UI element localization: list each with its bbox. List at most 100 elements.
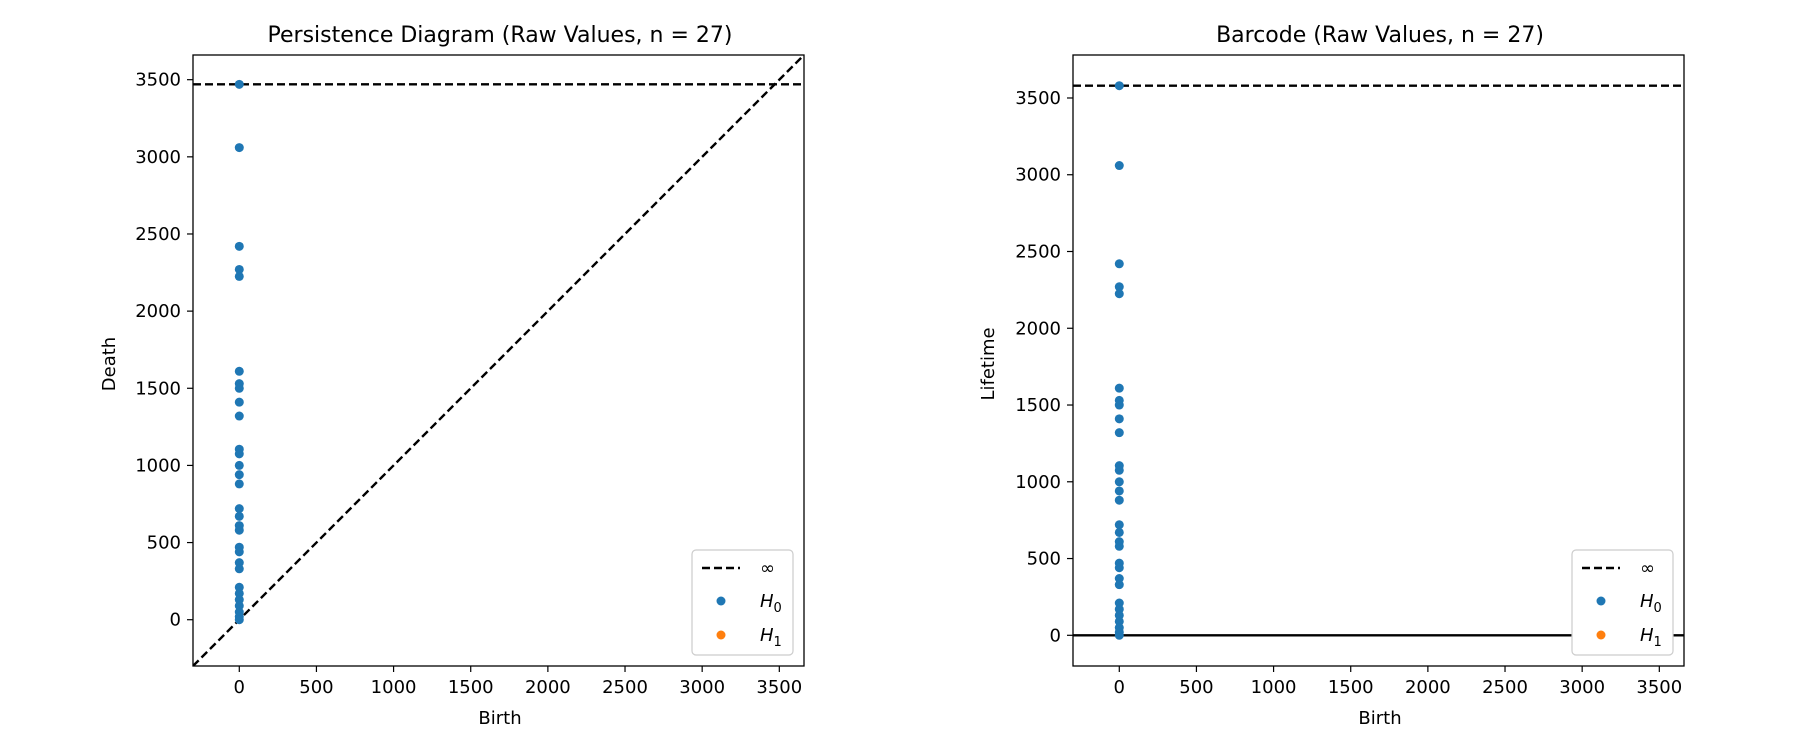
x-tick-label: 3500 [1636, 677, 1682, 698]
data-point-h0 [1114, 289, 1124, 299]
data-point-h0 [234, 564, 244, 574]
data-point-h0 [234, 595, 244, 605]
data-point-h0 [234, 366, 244, 376]
data-point-h0 [234, 271, 244, 281]
y-tick-label: 1500 [1015, 395, 1061, 416]
axes-content [193, 55, 804, 666]
data-point-h0 [234, 143, 244, 153]
data-point-h0 [1114, 486, 1124, 496]
y-tick-label: 1000 [135, 455, 181, 476]
data-point-h0 [234, 601, 244, 611]
data-point-h0 [234, 525, 244, 535]
y-tick-label: 2500 [135, 224, 181, 245]
data-point-h0 [234, 241, 244, 251]
legend-h0-marker [716, 596, 726, 606]
x-tick-label: 3000 [1559, 677, 1605, 698]
persistence-diagram-chart: Persistence Diagram (Raw Values, n = 27)… [99, 23, 805, 729]
data-point-h0 [1114, 465, 1124, 475]
data-point-h0 [1114, 383, 1124, 393]
y-tick-label: 500 [1027, 549, 1061, 570]
y-tick-label: 2000 [1015, 318, 1061, 339]
legend-h0-label: H0 [760, 591, 782, 616]
data-point-h0 [234, 397, 244, 407]
y-tick-label: 1500 [135, 378, 181, 399]
data-point-h0 [234, 411, 244, 421]
data-point-h0 [1114, 428, 1124, 438]
legend-h0-label: H0 [1640, 591, 1662, 616]
legend-infinity-label: ∞ [1640, 558, 1655, 579]
data-point-h0 [1114, 520, 1124, 530]
x-tick-label: 500 [299, 677, 333, 698]
plot-area: 0 500 1000 1500 2000 2500 3000 3500 0 500 1000 1500… [135, 54, 805, 698]
legend-infinity-label: ∞ [760, 558, 775, 579]
y-axis-label: Death [99, 337, 120, 391]
legend-h1-marker [716, 630, 726, 640]
data-point-h0 [234, 460, 244, 470]
x-tick-label: 2000 [1405, 677, 1451, 698]
data-point-h0 [1114, 81, 1124, 91]
x-axis-label: Birth [478, 708, 521, 729]
x-tick-label: 3000 [679, 677, 725, 698]
chart-title: Persistence Diagram (Raw Values, n = 27) [268, 23, 733, 48]
y-tick-label: 3000 [1015, 165, 1061, 186]
barcode-chart: Barcode (Raw Values, n = 27) 0 500 1000 150… [978, 23, 1685, 729]
legend: ∞ H0 H1 [691, 549, 794, 656]
x-tick-label: 1000 [1251, 677, 1297, 698]
data-point-h0 [234, 582, 244, 592]
data-point-h0 [234, 79, 244, 89]
data-point-h0 [234, 615, 244, 625]
x-tick-label: 1500 [1328, 677, 1374, 698]
y-tick-label: 0 [170, 610, 181, 631]
data-point-h0 [1114, 527, 1124, 537]
legend-h0-marker [1596, 596, 1606, 606]
data-point-h0 [1114, 282, 1124, 292]
data-point-h0 [234, 504, 244, 514]
x-tick-label: 1000 [371, 677, 417, 698]
y-tick-label: 500 [147, 533, 181, 554]
data-point-h0 [1114, 477, 1124, 487]
data-point-h0 [234, 479, 244, 489]
x-axis-label: Birth [1358, 708, 1401, 729]
x-tick-label: 2500 [602, 677, 648, 698]
x-tick-label: 3500 [756, 677, 802, 698]
x-tick-label: 2500 [1482, 677, 1528, 698]
axes-frame [1072, 54, 1685, 667]
legend-h1-label: H1 [760, 625, 782, 650]
axes-frame [192, 54, 805, 667]
data-point-h0 [234, 547, 244, 557]
legend-h1-marker [1596, 630, 1606, 640]
data-point-h0 [234, 264, 244, 274]
data-point-h0 [1114, 541, 1124, 551]
y-axis-label: Lifetime [978, 327, 999, 400]
chart-title: Barcode (Raw Values, n = 27) [1216, 23, 1544, 48]
y-tick-label: 2500 [1015, 242, 1061, 263]
legend-h1-label: H1 [1640, 625, 1662, 650]
y-tick-label: 3000 [135, 147, 181, 168]
y-tick-label: 0 [1050, 625, 1061, 646]
diagonal-line [193, 55, 804, 666]
data-point-h0 [1114, 580, 1124, 590]
data-point-h0 [1114, 563, 1124, 573]
x-tick-label: 2000 [525, 677, 571, 698]
data-point-h0 [1114, 414, 1124, 424]
x-tick-label: 500 [1179, 677, 1213, 698]
plot-area: 0 500 1000 1500 2000 2500 3000 3500 0 500 1000 1500… [1015, 54, 1685, 698]
data-point-h0 [234, 449, 244, 459]
data-point-h0 [1114, 630, 1124, 640]
y-tick-label: 3500 [135, 70, 181, 91]
axes-content [1073, 81, 1684, 640]
data-point-h0 [1114, 161, 1124, 171]
data-point-h0 [1114, 495, 1124, 505]
x-tick-label: 0 [1114, 677, 1125, 698]
data-point-h0 [234, 558, 244, 568]
data-point-h0 [234, 588, 244, 598]
y-tick-label: 3500 [1015, 88, 1061, 109]
data-point-h0 [234, 383, 244, 393]
x-tick-label: 0 [234, 677, 245, 698]
legend: ∞ H0 H1 [1571, 549, 1674, 656]
y-tick-label: 1000 [1015, 472, 1061, 493]
y-tick-label: 2000 [135, 301, 181, 322]
data-point-h0 [234, 511, 244, 521]
x-tick-label: 1500 [448, 677, 494, 698]
